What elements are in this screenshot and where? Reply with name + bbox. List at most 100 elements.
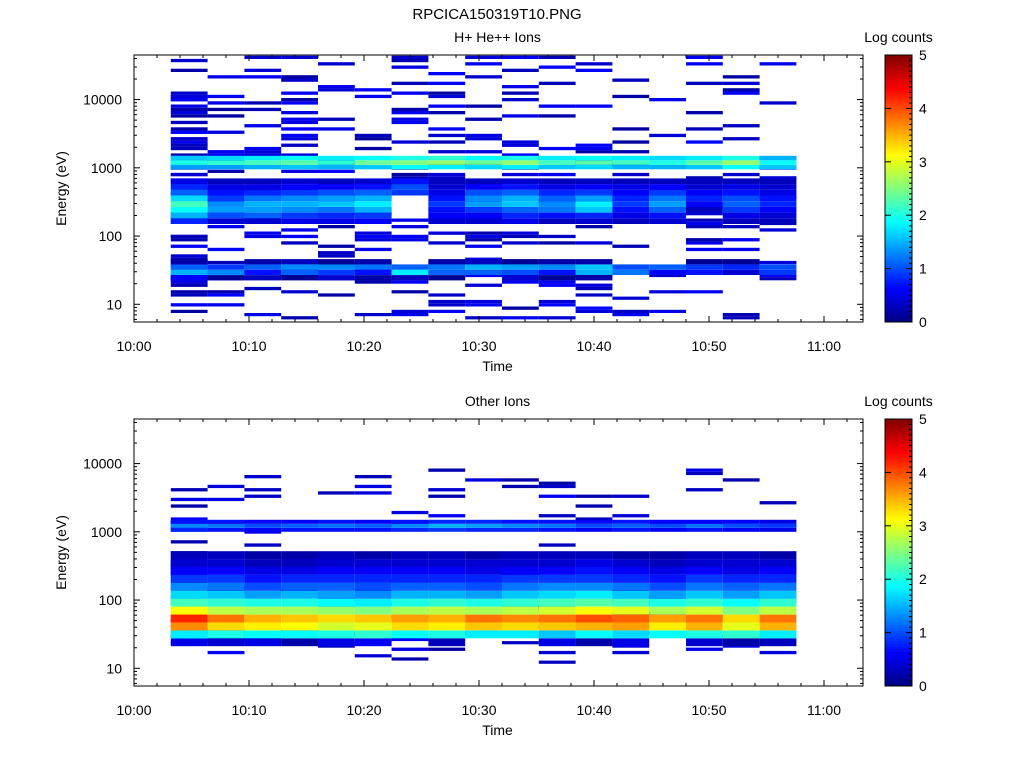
colorbar-segment [885,643,912,647]
heatmap-cell [502,241,539,245]
heatmap-cell [575,225,613,229]
heatmap-cell [354,247,392,252]
heatmap-cell [612,494,650,498]
panel-other-ions: Other Ions 10:00 10:10 10:20 10:30 10:40 10:50… [53,393,933,738]
heatmap-cell [502,91,539,95]
colorbar-segment [885,204,912,208]
heatmap-cell [538,543,576,547]
colorbar-segment [885,576,912,580]
colorbar-segment [885,581,912,585]
heatmap-cell [244,275,282,281]
x-axis-label: Time [482,358,513,374]
heatmap-cell [170,614,208,623]
heatmap-cell [170,527,208,532]
heatmap-cell [244,527,282,532]
heatmap-cell [244,68,282,72]
heatmap-cell [354,475,392,479]
colorbar-segment [885,60,912,64]
heatmap-cell [465,478,502,482]
colorbar-segment [885,651,912,655]
heatmap-cell [722,614,760,623]
heatmap-cell [575,68,613,72]
heatmap-cell [244,206,282,213]
heatmap-cell [391,184,429,190]
heatmap-cell [649,559,686,567]
heatmap-cell [538,146,576,151]
heatmap-cell [354,195,392,202]
heatmap-cell [318,264,355,270]
colorbar-tick-label: 1 [919,625,927,641]
heatmap-cell [428,275,466,281]
heatmap-cell [538,598,576,607]
heatmap-cell [465,299,502,304]
heatmap-cell [612,606,650,615]
heatmap-cell [722,75,760,79]
heatmap-cell [649,630,686,639]
colorbar-segment [885,587,912,591]
heatmap-cell [502,160,539,165]
heatmap-cell [391,176,429,180]
colorbar-segment [885,627,912,631]
heatmap-cell [170,269,208,275]
colorbar-segment [885,640,912,644]
heatmap-cell [428,598,466,607]
heatmap-cell [649,551,686,560]
heatmap-cell [244,150,282,154]
heatmap-cells [170,468,797,664]
heatmap-cell [428,184,466,190]
heatmap-cell [391,275,429,281]
heatmap-cell [318,598,355,607]
heatmap-cell [318,251,355,255]
heatmap-cell [170,195,208,202]
heatmap-cell [502,630,539,639]
colorbar-segment [885,603,912,607]
heatmap-cell [281,143,318,147]
colorbar-segment [885,480,912,484]
heatmap-cell [391,527,429,532]
heatmap-cell [318,184,355,190]
heatmap-cell [759,164,797,170]
heatmap-cell [170,137,208,141]
colorbar-segment [885,231,912,235]
heatmap-cell [722,184,760,190]
heatmap-cell [170,143,208,147]
colorbar-segment [885,459,912,463]
heatmap-cell [575,259,613,265]
colorbar-segment [885,557,912,561]
colorbar-segment [885,611,912,615]
heatmap-cell [759,575,797,583]
heatmap-cell [354,94,392,99]
heatmap-cell [649,519,686,524]
heatmap-cell [244,55,282,59]
colorbar-segment [885,565,912,569]
colorbar-segment [885,319,912,323]
heatmap-cell [465,622,502,631]
heatmap-cell [244,614,282,623]
heatmap-cell [612,164,650,170]
heatmap-cell [170,153,208,157]
heatmap-cell [759,501,797,505]
heatmap-cell [207,598,245,607]
heatmap-cell [722,598,760,607]
colorbar-segment [885,180,912,184]
heatmap-cell [722,478,760,482]
colorbar-segment [885,63,912,67]
heatmap-cell [465,62,502,66]
heatmap-cell [170,212,208,219]
heatmap-cell [170,254,208,258]
colorbar-segment [885,533,912,537]
colorbar-segment [885,653,912,658]
heatmap-cell [391,234,429,239]
colorbar-segment [885,635,912,639]
heatmap-cell [686,638,723,647]
heatmap-cell [318,523,355,528]
heatmap-cell [428,81,466,85]
heatmap-cell [207,195,245,202]
heatmap-cell [722,259,760,265]
heatmap-cell [207,114,245,118]
heatmap-cell [281,111,318,115]
heatmap-cell [686,62,723,66]
heatmap-cell [170,94,208,99]
heatmap-cell [428,189,466,196]
colorbar-segment [885,89,912,93]
